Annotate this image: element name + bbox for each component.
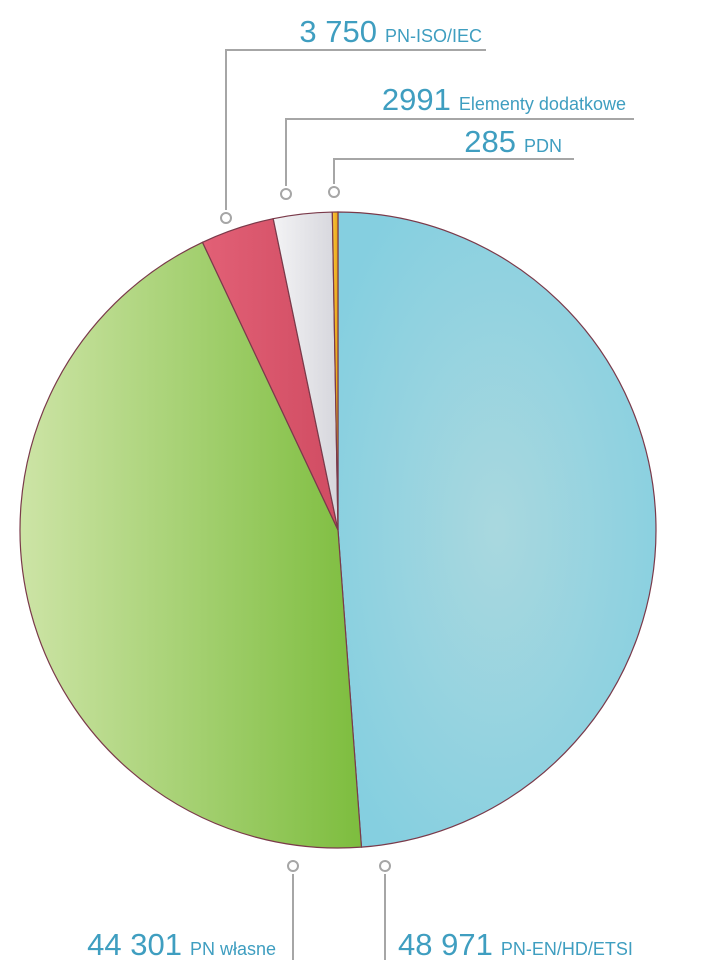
slice-pn-wlasne: [19, 241, 363, 849]
leader-line-pdn: [333, 158, 574, 184]
label-pn-en-hd-etsi: 48 971 PN-EN/HD/ETSI: [398, 927, 633, 960]
leader-line-elementy-dodatkowe: [285, 118, 634, 186]
label-pn-iso-iec: 3 750 PN-ISO/IEC: [299, 14, 482, 49]
leader-dot-pn-wlasne: [287, 860, 299, 872]
slice-pdn: [331, 211, 339, 531]
label-pn-iso-iec-value: 3 750: [299, 14, 377, 49]
label-pn-en-hd-etsi-value: 48 971: [398, 927, 493, 960]
label-elementy-dodatkowe-name: Elementy dodatkowe: [459, 94, 626, 114]
label-elementy-dodatkowe: 2991 Elementy dodatkowe: [382, 82, 626, 117]
leader-dot-pn-iso-iec: [220, 212, 232, 224]
slice-pn-en-hd-etsi: [337, 211, 657, 848]
label-pdn-value: 285: [464, 124, 516, 159]
label-pn-wlasne: 44 301 PN własne: [87, 927, 276, 960]
leader-dot-elementy-dodatkowe: [280, 188, 292, 200]
label-pdn-name: PDN: [524, 136, 562, 156]
label-pn-wlasne-name: PN własne: [190, 939, 276, 959]
leader-dot-pdn: [328, 186, 340, 198]
label-pn-iso-iec-name: PN-ISO/IEC: [385, 26, 482, 46]
label-pn-en-hd-etsi-name: PN-EN/HD/ETSI: [501, 939, 633, 959]
label-pdn: 285 PDN: [464, 124, 562, 159]
label-pn-wlasne-value: 44 301: [87, 927, 182, 960]
leader-dot-pn-en-hd-etsi: [379, 860, 391, 872]
leader-line-pn-iso-iec: [225, 49, 486, 210]
label-elementy-dodatkowe-value: 2991: [382, 82, 451, 117]
